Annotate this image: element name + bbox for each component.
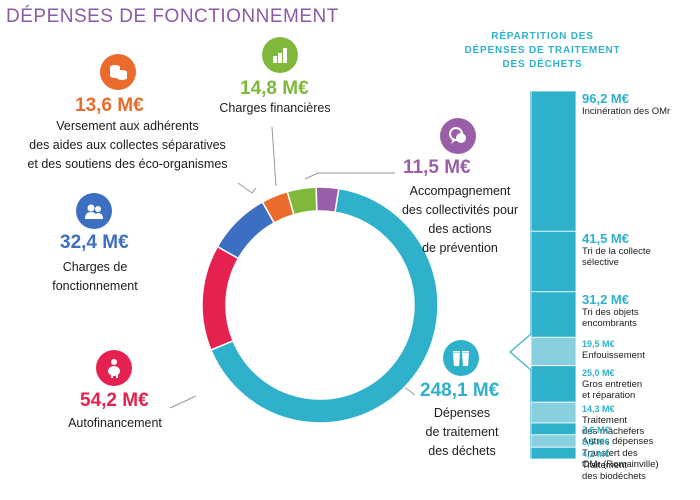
breakdown-label-line: et réparation [582,389,636,401]
traitement-label: Dépenses de traitement des déchets [402,404,522,461]
accompagnement-amount: 11,5 M€ [403,157,471,178]
breakdown-label: Traitement des mâchefers [582,415,644,437]
label-line: fonctionnement [52,279,138,293]
breakdown-segment [531,336,576,367]
breakdown-segment [531,422,576,436]
label-line: des aides aux collectes séparatives [29,138,226,152]
label-line: Accompagnement [409,184,511,198]
breakdown-segment [531,401,576,424]
charges-fonctionnement-amount: 32,4 M€ [60,232,129,253]
donut-chart [201,186,439,424]
breakdown-title-line: DES DÉCHETS [502,59,583,70]
label-line: Autofinancement [68,416,162,430]
breakdown-label: Tri des objets encombrants [582,307,639,329]
breakdown-label: Gros entretien et réparation [582,379,642,401]
breakdown-segment [531,91,576,232]
breakdown-label-line: Tri de la collecte [582,246,651,258]
traitement-amount: 248,1 M€ [420,380,500,401]
label-line: et des soutiens des éco-organismes [27,157,228,171]
breakdown-label: Enfouissement [582,350,645,361]
donut-slice [216,200,276,260]
coins-icon [110,65,127,80]
label-line: Charges de [62,260,128,274]
breakdown-label-line: des biodéchets [582,471,646,483]
autofinancement-icon-badge [96,350,132,386]
label-line: des actions [428,222,492,236]
breakdown-segment [531,446,576,459]
breakdown-title: RÉPARTITION DES DÉPENSES DE TRAITEMENT D… [455,30,630,72]
donut-slice [201,245,240,351]
versement-label: Versement aux adhérents des aides aux co… [20,117,235,174]
autofinancement-label: Autofinancement [55,414,175,433]
donut-slice [315,186,340,214]
breakdown-label-line: des mâchefers [582,426,645,438]
breakdown-segment [531,291,576,338]
charges-financieres-label: Charges financières [215,99,335,118]
breakdown-value: 41,5 M€ [582,231,629,247]
versement-amount: 13,6 M€ [75,95,144,116]
breakdown-value: 4,2 M€ [582,449,610,460]
breakdown-label-line: sélective [582,257,619,269]
breakdown-title-line: RÉPARTITION DES [491,31,594,42]
breakdown-label-line: Enfouissement [582,350,645,362]
breakdown-label-line: encombrants [582,317,637,329]
breakdown-label-line: Tri des objets [582,306,639,318]
bar-chart-icon [273,48,287,63]
label-line: de prévention [422,241,498,255]
accompagnement-icon-badge [440,118,476,154]
breakdown-label-line: Traitement [582,415,628,427]
breakdown-title-line: DÉPENSES DE TRAITEMENT [464,45,621,56]
versement-icon-badge [100,54,136,90]
piggy-bank-icon [108,359,120,378]
breakdown-label-line: Autres dépenses [582,436,654,448]
breakdown-label-line: Incinération des OMr [582,106,671,117]
breakdown-value: 96,2 M€ [582,91,629,106]
label-line: des déchets [428,444,496,458]
breakdown-label: Tri de la collecte sélective [582,246,651,268]
breakdown-value: 7,6 M€ [582,425,610,436]
breakdown-value: 25,0 M€ [582,367,615,378]
autofinancement-amount: 54,2 M€ [80,390,149,411]
breakdown-label-line: Transfert des [582,447,638,459]
breakdown-stacked-bar [531,91,576,459]
accompagnement-label: Accompagnement des collectivités pour de… [395,182,525,258]
traitement-icon-badge [443,340,479,376]
breakdown-label-line: Gros entretien [582,378,643,390]
waste-bins-icon [453,351,469,366]
breakdown-label: Transfert des OMr (Romainville) [582,448,659,470]
breakdown-segment [531,230,576,293]
label-line: Charges financières [219,101,331,115]
label-line: de traitement [425,425,499,439]
breakdown-label: Traitement des biodéchets [582,460,646,482]
breakdown-segment [531,365,576,403]
label-line: Dépenses [433,406,491,420]
donut-slice [209,187,439,424]
charges-fonctionnement-icon-badge [76,193,112,229]
charges-financieres-amount: 14,8 M€ [240,78,309,99]
breakdown-label: Autres dépenses [582,436,653,447]
breakdown-segment [531,434,576,448]
breakdown-value: 14,3 M€ [582,404,615,415]
breakdown-value: 19,5 M€ [582,339,615,350]
breakdown-label: Incinération des OMr [582,106,670,117]
breakdown-label-line: OMr (Romainville) [582,458,659,470]
page-title: DÉPENSES DE FONCTIONNEMENT [6,6,339,27]
breakdown-label-line: Traitement [582,460,628,472]
people-icon [85,204,103,219]
label-line: des collectivités pour [401,203,519,217]
charges-fonctionnement-label: Charges de fonctionnement [35,258,155,296]
label-line: Versement aux adhérents [56,119,199,133]
breakdown-value: 31,2 M€ [582,291,629,307]
breakdown-value: 8,5 M€ [582,436,610,447]
charges-financieres-icon-badge [262,37,298,73]
speech-bubbles-icon [449,127,466,144]
